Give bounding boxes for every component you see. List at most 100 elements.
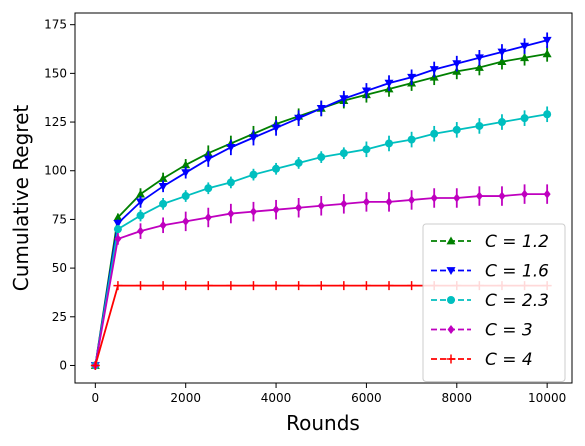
data-point (113, 225, 122, 234)
data-point (113, 219, 123, 228)
y-tick-label: 125 (44, 115, 67, 129)
data-point (158, 182, 168, 191)
data-point (271, 124, 281, 133)
legend-entry: C = 1.2 (431, 232, 549, 252)
y-tick-label: 50 (52, 261, 67, 275)
data-point (181, 160, 191, 169)
data-point (497, 48, 507, 57)
legend: C = 1.2 C = 1.6 C = 2.3 C = 3 C = 4 (422, 223, 566, 382)
data-point (452, 60, 462, 69)
data-point (249, 170, 258, 179)
y-tick-label: 0 (59, 358, 67, 372)
series-4 (91, 184, 551, 370)
data-point (317, 153, 326, 162)
data-point (294, 281, 304, 291)
data-point (520, 114, 529, 123)
data-point (226, 143, 236, 152)
data-point (452, 125, 461, 134)
data-point (317, 201, 325, 211)
data-point (316, 105, 326, 113)
data-point (475, 121, 484, 130)
series-2 (90, 32, 552, 370)
data-point (339, 149, 348, 158)
data-point (361, 281, 371, 291)
data-point (430, 193, 438, 203)
plot-frame (74, 12, 573, 384)
data-point (521, 189, 529, 199)
data-point (520, 53, 530, 62)
legend-entry: C = 1.6 (431, 262, 549, 282)
data-point (158, 281, 168, 291)
data-point (474, 54, 484, 63)
data-point (226, 281, 236, 291)
data-point (407, 73, 417, 82)
data-point (384, 281, 394, 291)
data-point (543, 110, 552, 119)
data-point (203, 155, 213, 164)
data-point (543, 189, 551, 199)
x-tick-label: 4000 (261, 391, 292, 405)
y-tick-label: 175 (44, 18, 67, 32)
data-point (361, 87, 371, 96)
data-point (339, 281, 349, 291)
data-point (203, 281, 213, 291)
data-point (159, 220, 167, 230)
data-point (475, 191, 483, 201)
data-point (227, 209, 235, 219)
legend-marker (446, 236, 456, 245)
data-point (271, 281, 281, 291)
data-point (159, 199, 168, 208)
data-point (204, 212, 212, 222)
data-point (520, 42, 530, 51)
data-point (474, 63, 484, 71)
data-point (136, 189, 146, 198)
legend-marker (447, 325, 455, 334)
legend-entry: C = 3 (431, 321, 533, 341)
x-tick-label: 0 (92, 391, 100, 405)
x-tick-label: 8000 (442, 391, 473, 405)
data-point (316, 281, 326, 291)
data-point (407, 281, 417, 291)
data-point (272, 164, 281, 173)
y-tick-label: 75 (52, 212, 67, 226)
legend-label: C = 2.3 (485, 291, 549, 311)
data-point (136, 281, 146, 291)
data-point (362, 197, 370, 207)
data-point (340, 199, 348, 209)
legend-marker (446, 267, 456, 275)
data-point (430, 129, 439, 138)
data-point (295, 203, 303, 213)
y-axis-title: Cumulative Regret (9, 105, 33, 292)
data-point (248, 281, 258, 291)
data-point (497, 118, 506, 127)
x-axis-title: Rounds (286, 411, 360, 435)
data-point (542, 49, 552, 58)
data-point (113, 281, 123, 291)
legend-label: C = 1.2 (485, 232, 549, 252)
legend-marker (447, 296, 455, 304)
legend-marker (446, 354, 456, 364)
data-point (384, 79, 394, 88)
plot-series (90, 32, 552, 370)
data-point (408, 195, 416, 205)
data-point (204, 184, 213, 193)
data-point (158, 174, 168, 182)
data-point (498, 191, 506, 201)
data-point (137, 226, 145, 236)
data-point (249, 207, 257, 217)
data-point (385, 197, 393, 207)
data-point (497, 57, 507, 66)
data-point (114, 234, 122, 244)
data-point (362, 145, 371, 154)
data-point (136, 211, 145, 220)
data-point (181, 281, 191, 291)
data-point (113, 212, 123, 221)
data-point (248, 134, 258, 143)
data-point (542, 36, 552, 45)
y-tick-label: 100 (44, 164, 67, 178)
data-point (181, 192, 190, 201)
legend-label: C = 3 (485, 321, 533, 341)
data-point (407, 135, 416, 144)
data-point (181, 169, 191, 178)
